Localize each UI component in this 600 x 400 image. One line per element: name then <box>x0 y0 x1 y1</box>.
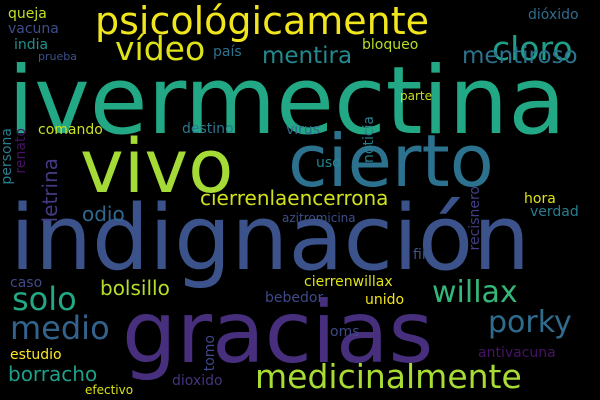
word-odio: odio <box>82 202 125 226</box>
word-mentira: mentira <box>262 43 353 69</box>
word-efectivo: efectivo <box>85 383 134 397</box>
word-india: india <box>14 37 49 53</box>
word-medio: medio <box>10 309 110 347</box>
word-verdad: verdad <box>530 204 579 220</box>
word-solo: solo <box>12 280 77 318</box>
word-recisnero: recisnero <box>467 186 483 251</box>
word-virus: virus <box>286 122 321 138</box>
word-medicinalmente: medicinalmente <box>255 357 522 396</box>
word-estudio: estudio <box>10 347 62 363</box>
word-renato: renato <box>13 128 29 174</box>
word-oms: oms <box>330 324 360 340</box>
word-tomo: tomo <box>202 335 218 372</box>
word-vivo: vivo <box>80 124 234 210</box>
word-bloqueo: bloqueo <box>362 37 419 53</box>
word-vídeo: vídeo <box>115 29 206 68</box>
word-cierrenlaencerrona: cierrenlaencerrona <box>200 186 389 210</box>
word-cierrenwillax: cierrenwillax <box>304 274 393 290</box>
word-azitromicina: azitromicina <box>282 211 356 225</box>
word-vacuna: vacuna <box>8 21 59 37</box>
word-caso: caso <box>10 275 43 291</box>
word-porky: porky <box>488 305 572 340</box>
word-borracho: borracho <box>8 362 98 386</box>
word-prueba: prueba <box>38 50 77 63</box>
word-cierto: cierto <box>288 119 494 203</box>
word-dióxido: dióxido <box>528 7 579 23</box>
word-bolsillo: bolsillo <box>100 276 170 300</box>
word-psicológicamente: psicológicamente <box>95 0 430 43</box>
word-ivermectina: ivermectina <box>8 47 566 156</box>
word-unido: unido <box>365 292 405 308</box>
word-bebedor: bebedor <box>265 290 324 306</box>
word-willax: willax <box>432 275 518 310</box>
word-comando: comando <box>38 122 103 138</box>
word-persona: persona <box>0 128 15 185</box>
word-queja: queja <box>8 6 47 22</box>
word-cloro: cloro <box>492 29 573 68</box>
word-fin: fin <box>413 247 431 263</box>
word-destino: destino <box>182 121 234 137</box>
word-hora: hora <box>524 191 556 207</box>
word-letrina: letrina <box>38 158 62 223</box>
word-noticia: noticia <box>361 116 377 163</box>
word-dioxido: dioxido <box>172 373 223 389</box>
word-mentiroso: mentiroso <box>462 43 578 69</box>
word-gracias: gracias <box>122 283 434 383</box>
word-uso: uso <box>316 155 341 171</box>
word-indignación: indignación <box>10 186 531 291</box>
word-parte: parte <box>400 89 432 103</box>
word-país: país <box>213 44 242 60</box>
word-antivacuna: antivacuna <box>478 345 556 361</box>
